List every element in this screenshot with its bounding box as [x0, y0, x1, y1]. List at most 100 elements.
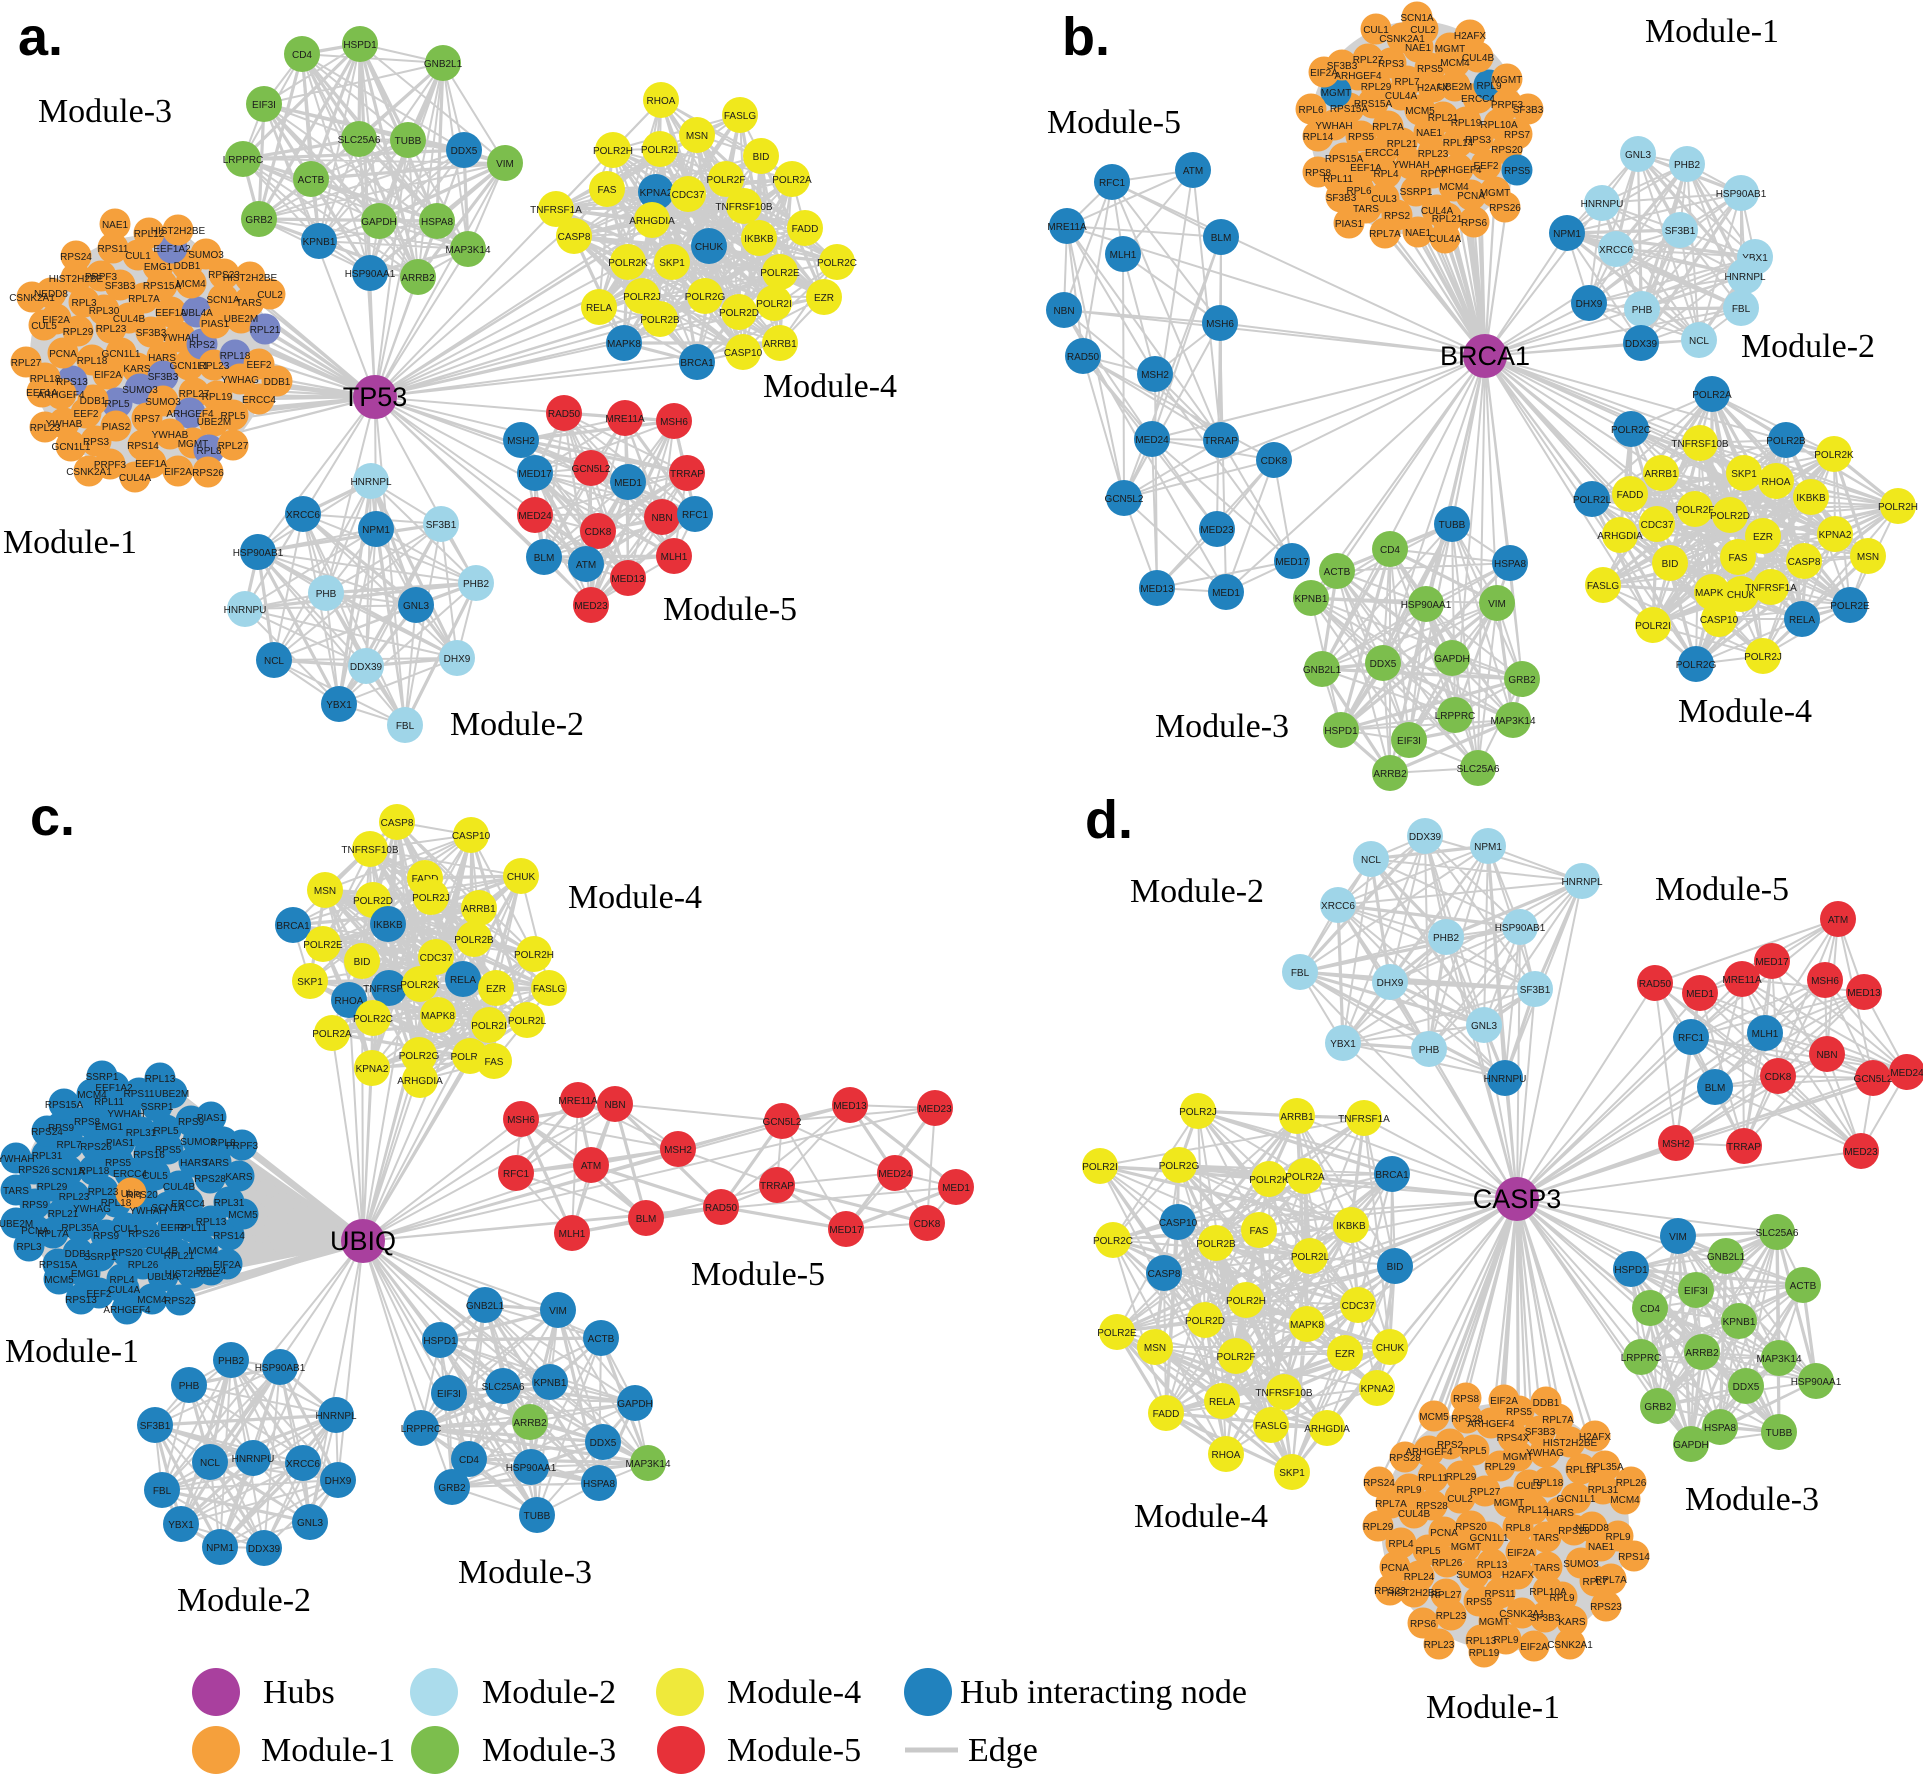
svg-text:HSP90AA1: HSP90AA1 [1791, 1377, 1842, 1388]
svg-text:RAD50: RAD50 [548, 409, 581, 420]
svg-text:POLR2D: POLR2D [353, 896, 393, 907]
svg-text:GNB2L1: GNB2L1 [1707, 1252, 1746, 1263]
svg-text:NBN: NBN [1816, 1050, 1837, 1061]
svg-text:SF3B3: SF3B3 [148, 372, 179, 383]
svg-text:RPL23: RPL23 [1436, 1611, 1467, 1622]
svg-text:CASP3: CASP3 [1473, 1184, 1562, 1214]
svg-text:MED13: MED13 [1847, 988, 1881, 999]
svg-text:TARS: TARS [1353, 204, 1379, 215]
svg-text:CUL5: CUL5 [142, 1171, 168, 1182]
svg-text:CSNK2A1: CSNK2A1 [9, 293, 55, 304]
svg-text:RPL6: RPL6 [1298, 105, 1323, 116]
svg-text:RPL9: RPL9 [1493, 1635, 1518, 1646]
svg-text:TNFRSF10B: TNFRSF10B [1671, 439, 1729, 450]
svg-text:RPL7: RPL7 [1394, 77, 1419, 88]
svg-text:NCL: NCL [1361, 855, 1381, 866]
svg-text:MED1: MED1 [1686, 989, 1714, 1000]
svg-text:UBE2M: UBE2M [224, 314, 258, 325]
svg-text:ACTB: ACTB [298, 175, 325, 186]
svg-text:IKBKB: IKBKB [373, 920, 403, 931]
svg-text:RPS11: RPS11 [1485, 1589, 1516, 1600]
svg-text:RPS15A: RPS15A [1354, 99, 1393, 110]
svg-text:RPS5: RPS5 [1466, 1597, 1493, 1608]
svg-text:HARS: HARS [1546, 1508, 1574, 1519]
svg-text:CD4: CD4 [459, 1455, 479, 1466]
svg-text:BRCA1: BRCA1 [1440, 341, 1530, 371]
svg-text:RPS20: RPS20 [126, 1190, 158, 1201]
svg-text:HSP90AB1: HSP90AB1 [233, 548, 284, 559]
svg-text:HSPD1: HSPD1 [343, 40, 377, 51]
svg-text:CUL4B: CUL4B [163, 1182, 196, 1193]
svg-text:TARS: TARS [203, 1158, 229, 1169]
svg-text:d.: d. [1085, 790, 1133, 850]
svg-text:NBN: NBN [604, 1100, 625, 1111]
svg-text:FBL: FBL [396, 721, 415, 732]
svg-text:CUL4A: CUL4A [108, 1285, 141, 1296]
svg-text:b.: b. [1062, 7, 1110, 67]
svg-text:TARS: TARS [236, 298, 262, 309]
svg-text:POLR2F: POLR2F [1676, 505, 1715, 516]
svg-text:VIM: VIM [1488, 599, 1506, 610]
svg-text:CUL5: CUL5 [31, 321, 57, 332]
svg-text:RPL31: RPL31 [1588, 1485, 1619, 1496]
svg-text:ARHGDIA: ARHGDIA [1597, 531, 1643, 542]
svg-text:GNL3: GNL3 [1625, 150, 1652, 161]
svg-text:SUMO3: SUMO3 [180, 1137, 216, 1148]
svg-text:MRE11A: MRE11A [558, 1096, 598, 1107]
svg-text:DDB1: DDB1 [264, 377, 291, 388]
svg-text:RPL19: RPL19 [1469, 1648, 1500, 1659]
svg-text:CUL2: CUL2 [257, 290, 283, 301]
svg-text:Module-1: Module-1 [3, 524, 137, 561]
svg-text:BID: BID [1387, 1262, 1404, 1273]
svg-text:PIAS1: PIAS1 [1335, 219, 1364, 230]
svg-text:CHUK: CHUK [695, 242, 724, 253]
svg-text:Module-2: Module-2 [482, 1674, 616, 1711]
svg-text:DDB1: DDB1 [1533, 1398, 1560, 1409]
svg-text:H2AFX: H2AFX [1454, 31, 1487, 42]
svg-text:PHB: PHB [1632, 305, 1653, 316]
svg-text:HARS: HARS [148, 353, 176, 364]
svg-text:FBL: FBL [1732, 304, 1751, 315]
svg-text:RPS6: RPS6 [1461, 218, 1488, 229]
svg-text:CUL4B: CUL4B [1398, 1509, 1431, 1520]
svg-text:SF3B3: SF3B3 [1326, 193, 1357, 204]
svg-text:MSN: MSN [686, 131, 708, 142]
svg-text:KPNA2: KPNA2 [640, 188, 673, 199]
svg-text:KARS: KARS [123, 364, 151, 375]
svg-text:RPL11: RPL11 [94, 1097, 124, 1108]
svg-text:ARHGEF4: ARHGEF4 [1467, 1419, 1515, 1430]
svg-text:FASLG: FASLG [1255, 1421, 1287, 1432]
svg-text:HNRNPL: HNRNPL [350, 477, 392, 488]
svg-text:RPL5: RPL5 [220, 411, 245, 422]
svg-text:RPL5: RPL5 [1415, 1546, 1440, 1557]
svg-text:RPS14: RPS14 [1618, 1552, 1650, 1563]
svg-text:MGMT: MGMT [1435, 44, 1466, 55]
svg-text:RPL23: RPL23 [1424, 1640, 1455, 1651]
svg-text:YBX1: YBX1 [1330, 1039, 1356, 1050]
svg-text:GNB2L1: GNB2L1 [1303, 665, 1342, 676]
svg-text:RPS28: RPS28 [1451, 1414, 1483, 1425]
svg-text:PHB: PHB [1419, 1045, 1440, 1056]
svg-text:RPL24: RPL24 [196, 1266, 227, 1277]
svg-text:RPS9: RPS9 [93, 1231, 120, 1242]
svg-text:MSH2: MSH2 [507, 436, 535, 447]
svg-text:POLR2I: POLR2I [1082, 1162, 1118, 1173]
svg-text:HIST2H2BE: HIST2H2BE [1543, 1438, 1598, 1449]
svg-text:RPS28: RPS28 [1416, 1501, 1448, 1512]
svg-text:VIM: VIM [496, 159, 514, 170]
svg-text:LRPPRC: LRPPRC [401, 1424, 442, 1435]
svg-text:YWHAB: YWHAB [152, 430, 189, 441]
svg-text:NPM1: NPM1 [362, 525, 390, 536]
svg-text:RPL4: RPL4 [109, 1275, 134, 1286]
svg-text:SKP1: SKP1 [659, 258, 685, 269]
svg-text:MSN: MSN [314, 886, 336, 897]
svg-text:SKP1: SKP1 [297, 977, 323, 988]
svg-text:a.: a. [18, 7, 63, 67]
svg-text:POLR2I: POLR2I [471, 1021, 507, 1032]
svg-text:BLM: BLM [1211, 233, 1232, 244]
svg-text:RPS5: RPS5 [1417, 64, 1444, 75]
svg-text:TUBB: TUBB [524, 1511, 551, 1522]
svg-text:RPL7A: RPL7A [37, 1229, 69, 1240]
svg-text:RPL31: RPL31 [32, 1151, 63, 1162]
svg-text:CDK8: CDK8 [585, 527, 612, 538]
